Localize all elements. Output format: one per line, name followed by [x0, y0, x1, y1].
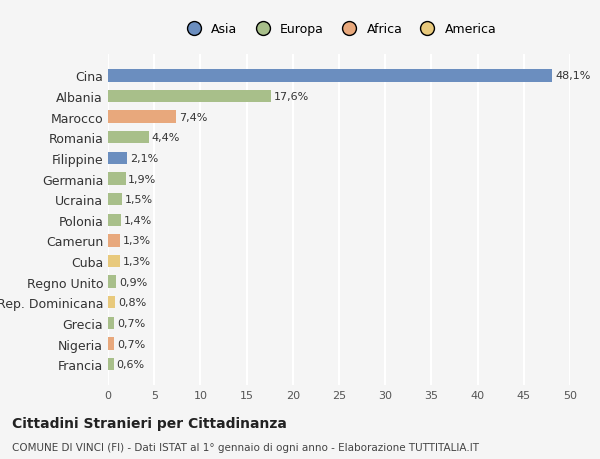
Bar	[108, 91, 271, 103]
Bar	[108, 297, 115, 309]
Text: 7,4%: 7,4%	[179, 112, 208, 123]
Text: 17,6%: 17,6%	[274, 92, 308, 102]
Bar	[108, 194, 122, 206]
Bar	[108, 152, 127, 165]
Bar	[108, 235, 120, 247]
Legend: Asia, Europa, Africa, America: Asia, Europa, Africa, America	[176, 18, 502, 41]
Text: 2,1%: 2,1%	[130, 154, 158, 163]
Text: COMUNE DI VINCI (FI) - Dati ISTAT al 1° gennaio di ogni anno - Elaborazione TUTT: COMUNE DI VINCI (FI) - Dati ISTAT al 1° …	[12, 442, 479, 452]
Bar	[108, 173, 125, 185]
Bar	[108, 317, 115, 330]
Bar	[108, 255, 120, 268]
Text: 0,7%: 0,7%	[117, 339, 145, 349]
Text: 48,1%: 48,1%	[555, 71, 590, 81]
Text: 1,9%: 1,9%	[128, 174, 157, 184]
Bar	[108, 214, 121, 226]
Bar	[108, 132, 149, 144]
Text: 0,7%: 0,7%	[117, 318, 145, 328]
Text: Cittadini Stranieri per Cittadinanza: Cittadini Stranieri per Cittadinanza	[12, 416, 287, 430]
Text: 1,3%: 1,3%	[123, 236, 151, 246]
Bar	[108, 111, 176, 123]
Bar	[108, 338, 115, 350]
Text: 0,9%: 0,9%	[119, 277, 148, 287]
Bar	[108, 358, 113, 370]
Text: 1,3%: 1,3%	[123, 257, 151, 267]
Bar	[108, 276, 116, 288]
Bar	[108, 70, 553, 83]
Text: 1,5%: 1,5%	[125, 195, 153, 205]
Text: 1,4%: 1,4%	[124, 215, 152, 225]
Text: 4,4%: 4,4%	[151, 133, 180, 143]
Text: 0,6%: 0,6%	[116, 359, 145, 369]
Text: 0,8%: 0,8%	[118, 297, 146, 308]
